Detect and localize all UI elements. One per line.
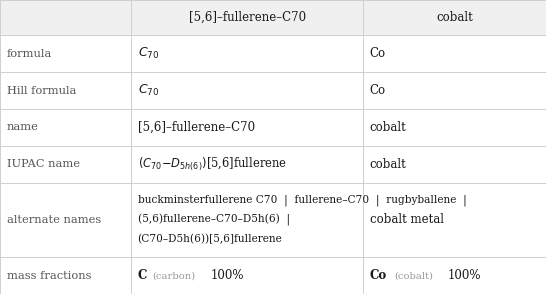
Text: cobalt: cobalt — [370, 158, 406, 171]
Text: cobalt: cobalt — [370, 121, 406, 134]
Text: (cobalt): (cobalt) — [394, 271, 433, 280]
Text: cobalt: cobalt — [436, 11, 473, 24]
Text: C: C — [138, 269, 147, 282]
Text: $\mathit{C}_{70}$: $\mathit{C}_{70}$ — [138, 83, 159, 98]
Text: alternate names: alternate names — [7, 215, 101, 225]
Text: mass fractions: mass fractions — [7, 270, 91, 280]
Text: Co: Co — [370, 269, 387, 282]
Text: (5,6)fullerene–C70–D5h(6)  |: (5,6)fullerene–C70–D5h(6) | — [138, 214, 290, 226]
Text: IUPAC name: IUPAC name — [7, 159, 80, 169]
Text: cobalt metal: cobalt metal — [370, 213, 444, 226]
Text: (C70–D5h(6))[5,6]fullerene: (C70–D5h(6))[5,6]fullerene — [138, 234, 282, 245]
Text: $\mathit{C}_{70}$: $\mathit{C}_{70}$ — [138, 46, 159, 61]
Text: formula: formula — [7, 49, 52, 59]
Text: [5,6]–fullerene–C70: [5,6]–fullerene–C70 — [138, 121, 255, 134]
Text: Co: Co — [370, 84, 386, 97]
Text: name: name — [7, 123, 38, 133]
Text: 100%: 100% — [447, 269, 480, 282]
Text: Hill formula: Hill formula — [7, 86, 76, 96]
Text: Co: Co — [370, 47, 386, 60]
Text: 100%: 100% — [210, 269, 244, 282]
Text: [5,6]–fullerene–C70: [5,6]–fullerene–C70 — [188, 11, 306, 24]
Text: $(\mathit{C}_{70}{-}\mathit{D}_{5h(6)})$[5,6]fullerene: $(\mathit{C}_{70}{-}\mathit{D}_{5h(6)})$… — [138, 156, 287, 173]
Text: buckminsterfullerene C70  |  fullerene–C70  |  rugbyballene  |: buckminsterfullerene C70 | fullerene–C70… — [138, 195, 466, 206]
Text: (carbon): (carbon) — [152, 271, 195, 280]
Polygon shape — [0, 0, 546, 35]
